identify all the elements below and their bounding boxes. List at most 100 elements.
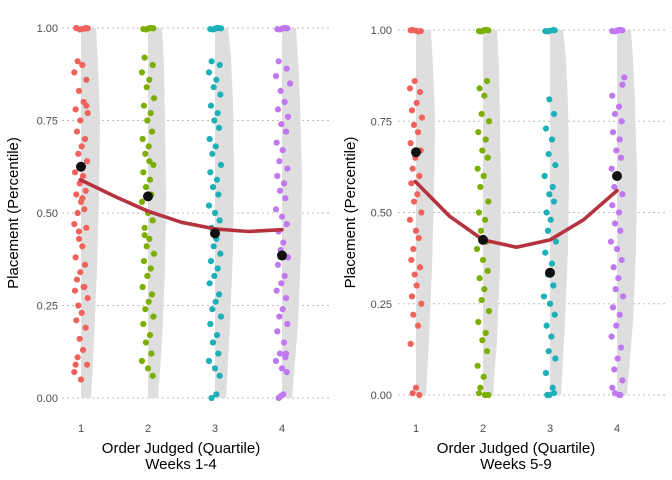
data-point (418, 209, 424, 215)
data-point (214, 25, 220, 31)
x-tick-label: 1 (413, 423, 419, 435)
data-point (609, 202, 615, 208)
data-point (544, 209, 550, 215)
data-point (615, 355, 621, 361)
data-point (211, 273, 217, 279)
data-point (75, 354, 81, 360)
data-point (211, 243, 217, 249)
data-point (410, 166, 416, 172)
data-point (83, 25, 89, 31)
x-tick-label: 3 (547, 423, 553, 435)
data-point (475, 363, 481, 369)
data-point (542, 250, 548, 256)
data-point (217, 251, 223, 257)
data-point (284, 166, 290, 172)
data-point (213, 299, 219, 305)
data-point (283, 129, 289, 135)
data-point (619, 191, 625, 197)
data-point (77, 269, 83, 275)
data-point (616, 104, 622, 110)
data-point (142, 306, 148, 312)
data-point (609, 93, 615, 99)
data-point (71, 221, 77, 227)
mean-point (478, 235, 488, 245)
data-point (147, 177, 153, 183)
data-point (143, 339, 149, 345)
data-point (416, 235, 422, 241)
data-point (218, 314, 224, 320)
data-point (483, 330, 489, 336)
data-point (481, 374, 487, 380)
data-point (482, 27, 488, 33)
mean-point (612, 171, 622, 181)
data-point (617, 392, 623, 398)
data-point (609, 334, 615, 340)
x-tick-label: 2 (480, 423, 486, 435)
data-point (281, 180, 287, 186)
data-point (144, 84, 150, 90)
data-point (140, 169, 146, 175)
data-point (417, 89, 423, 95)
mean-point (210, 228, 220, 238)
data-point (142, 225, 148, 231)
data-point (150, 314, 156, 320)
data-point (81, 284, 87, 290)
data-point (619, 118, 625, 124)
data-point (610, 304, 616, 310)
data-point (407, 217, 413, 223)
data-point (483, 136, 489, 142)
data-point (276, 314, 282, 320)
data-point (76, 228, 82, 234)
data-point (416, 173, 422, 179)
x-axis-title: Order Judged (Quartile) (437, 440, 595, 457)
data-point (552, 27, 558, 33)
data-point (71, 69, 77, 75)
data-point (207, 169, 213, 175)
data-point (477, 385, 483, 391)
data-point (475, 166, 481, 172)
data-point (81, 206, 87, 212)
data-point (149, 129, 155, 135)
data-point (478, 228, 484, 234)
data-point (211, 84, 217, 90)
trend-line (80, 180, 282, 232)
data-point (614, 246, 620, 252)
data-point (273, 206, 279, 212)
data-point (141, 103, 147, 109)
data-point (73, 254, 79, 260)
data-point (148, 351, 154, 357)
data-point (414, 282, 420, 288)
data-point (207, 321, 213, 327)
data-point (414, 100, 420, 106)
data-point (213, 77, 219, 83)
data-point (282, 99, 288, 105)
mean-point (545, 268, 555, 278)
data-point (484, 348, 490, 354)
data-point (613, 147, 619, 153)
data-point (73, 191, 79, 197)
data-point (276, 158, 282, 164)
density-band (81, 28, 100, 398)
data-point (206, 358, 212, 364)
data-point (281, 339, 287, 345)
x-axis-title: Order Judged (Quartile) (102, 440, 260, 457)
data-point (74, 129, 80, 135)
data-point (482, 392, 488, 398)
data-point (619, 257, 625, 263)
data-point (543, 370, 549, 376)
data-point (278, 393, 284, 399)
data-point (280, 240, 286, 246)
data-point (217, 217, 223, 223)
data-point (613, 323, 619, 329)
mean-point (277, 251, 287, 261)
x-tick-label: 3 (212, 423, 218, 435)
data-point (277, 188, 283, 194)
data-point (612, 390, 618, 396)
data-point (217, 62, 223, 68)
data-point (413, 228, 419, 234)
data-point (479, 297, 485, 303)
data-point (411, 122, 417, 128)
data-point (76, 236, 82, 242)
data-point (550, 184, 556, 190)
data-point (615, 275, 621, 281)
